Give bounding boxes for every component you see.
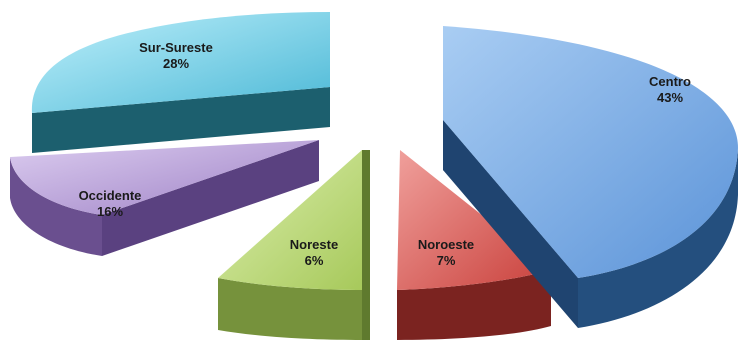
slice-noreste <box>218 150 370 340</box>
slice-noreste-right <box>362 150 370 340</box>
label-centro-name: Centro <box>649 74 691 89</box>
label-occidente-percent: 16% <box>97 204 123 219</box>
label-centro-percent: 43% <box>657 90 683 105</box>
label-occidente: Occidente 16% <box>79 188 142 219</box>
slice-noroeste <box>397 150 551 340</box>
slice-sur-sureste <box>31 12 331 153</box>
label-sur-sureste-name: Sur-Sureste <box>139 40 213 55</box>
slice-sur-sureste-top <box>31 12 331 113</box>
slice-centro-front <box>443 120 578 328</box>
slice-noreste-side <box>218 278 362 340</box>
label-sur-sureste: Sur-Sureste 28% <box>139 40 213 71</box>
slice-noroeste-top <box>397 150 551 290</box>
label-centro: Centro 43% <box>649 74 691 105</box>
slice-centro-top <box>443 26 738 278</box>
label-noroeste: Noroeste 7% <box>418 237 474 268</box>
slice-sur-sureste-side <box>32 87 330 153</box>
label-noroeste-percent: 7% <box>437 253 456 268</box>
slice-centro <box>443 26 738 328</box>
slice-occidente-top <box>10 140 319 215</box>
slice-noroeste-side <box>397 270 551 340</box>
label-noreste: Noreste 6% <box>290 237 338 268</box>
label-occidente-name: Occidente <box>79 188 142 203</box>
slice-centro-side <box>443 120 738 328</box>
label-sur-sureste-percent: 28% <box>163 56 189 71</box>
slice-occidente <box>10 140 319 256</box>
slice-occidente-front <box>102 140 319 256</box>
slice-occidente-side <box>10 157 102 256</box>
label-noroeste-name: Noroeste <box>418 237 474 252</box>
label-noreste-name: Noreste <box>290 237 338 252</box>
slice-noreste-top <box>218 150 362 290</box>
label-noreste-percent: 6% <box>305 253 324 268</box>
